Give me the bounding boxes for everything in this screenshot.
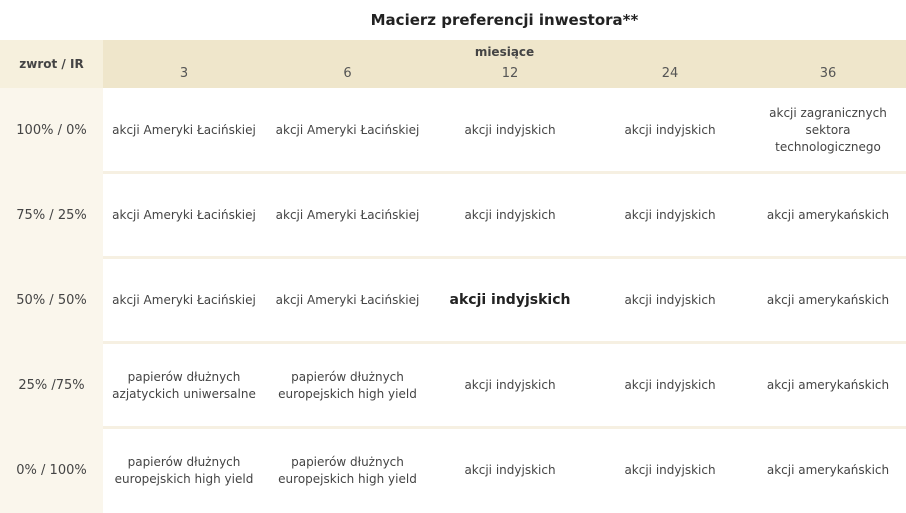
cell: papierów dłużnych europejskich high yield bbox=[103, 428, 265, 513]
cell-line: akcji indyjskich bbox=[464, 463, 556, 477]
cell-line: papierów dłużnych bbox=[291, 454, 404, 469]
cell-line: azjatyckich uniwersalne bbox=[112, 386, 256, 401]
cell: papierów dłużnych azjatyckich uniwersalne bbox=[103, 343, 265, 428]
cell: akcji amerykańskich bbox=[750, 343, 906, 428]
cell: akcji zagranicznych sektora technologiczne… bbox=[750, 88, 906, 173]
cell: akcji indyjskich bbox=[590, 258, 750, 343]
row-label: 50% / 50% bbox=[0, 258, 103, 343]
cell-line: papierów dłużnych bbox=[127, 369, 241, 384]
cell: akcji indyjskich bbox=[590, 428, 750, 513]
cell: akcji Ameryki Łacińskiej bbox=[265, 173, 430, 258]
cell-line: europejskich high yield bbox=[114, 471, 254, 486]
cell: akcji Ameryki Łacińskiej bbox=[265, 258, 430, 343]
cell-line: akcji indyjskich bbox=[464, 123, 556, 137]
cell: akcji Ameryki Łacińskiej bbox=[103, 173, 265, 258]
cell-line: technologicznego bbox=[775, 140, 881, 154]
cell-line: akcji indyjskich bbox=[464, 208, 556, 222]
title: Macierz preferencji inwestora** bbox=[370, 11, 639, 29]
cell-line: akcji Ameryki Łacińskiej bbox=[275, 123, 420, 137]
cell-line: akcji indyjskich bbox=[624, 208, 716, 222]
corner-header: zwrot / IR bbox=[0, 40, 103, 88]
cell: akcji indyjskich bbox=[430, 173, 590, 258]
column-header: 3 bbox=[179, 65, 189, 81]
column-header: 12 bbox=[501, 65, 519, 81]
row-separator bbox=[103, 256, 906, 259]
cell: akcji Ameryki Łacińskiej bbox=[103, 88, 265, 173]
cell: akcji indyjskich bbox=[430, 88, 590, 173]
row-label: 100% / 0% bbox=[0, 88, 103, 173]
cell: akcji indyjskich bbox=[590, 88, 750, 173]
cell: akcji amerykańskich bbox=[750, 173, 906, 258]
cell: akcji indyjskich bbox=[430, 258, 590, 343]
cell-line: akcji Ameryki Łacińskiej bbox=[275, 293, 420, 307]
cell-line: akcji Ameryki Łacińskiej bbox=[112, 123, 256, 137]
cell-line: akcji zagranicznych bbox=[769, 106, 887, 120]
cell-line: akcji indyjskich bbox=[624, 463, 716, 477]
cell-line: akcji indyjskich bbox=[624, 293, 716, 307]
cell: akcji indyjskich bbox=[590, 173, 750, 258]
cell: akcji indyjskich bbox=[430, 428, 590, 513]
cell-line: papierów dłużnych bbox=[127, 454, 241, 469]
column-header: 24 bbox=[661, 65, 679, 81]
cell: papierów dłużnych europejskich high yield bbox=[265, 428, 430, 513]
cell: papierów dłużnych europejskich high yield bbox=[265, 343, 430, 428]
cell-line: europejskich high yield bbox=[278, 471, 417, 486]
cell-line: akcji indyjskich bbox=[449, 292, 571, 308]
cell: akcji indyjskich bbox=[430, 343, 590, 428]
cell: akcji amerykańskich bbox=[750, 258, 906, 343]
cell-line: akcji amerykańskich bbox=[766, 463, 890, 477]
column-header: 36 bbox=[819, 65, 837, 81]
cell-line: akcji indyjskich bbox=[464, 378, 556, 392]
cell-line: akcji amerykańskich bbox=[766, 378, 890, 392]
cell-line: akcji indyjskich bbox=[624, 378, 716, 392]
cell: akcji Ameryki Łacińskiej bbox=[265, 88, 430, 173]
row-separator bbox=[103, 426, 906, 429]
cell: akcji Ameryki Łacińskiej bbox=[103, 258, 265, 343]
row-label: 75% / 25% bbox=[0, 173, 103, 258]
row-separator bbox=[103, 171, 906, 174]
cell-line: akcji indyjskich bbox=[624, 123, 716, 137]
column-header: 6 bbox=[343, 65, 352, 81]
cell-line: akcji Ameryki Łacińskiej bbox=[275, 208, 420, 222]
row-label: 0% / 100% bbox=[0, 428, 103, 513]
cell: akcji amerykańskich bbox=[750, 428, 906, 513]
cell-line: akcji Ameryki Łacińskiej bbox=[112, 208, 256, 222]
cell-line: akcji amerykańskich bbox=[766, 208, 890, 222]
header-band bbox=[103, 40, 906, 88]
cell-line: papierów dłużnych bbox=[291, 369, 404, 384]
cell-line: sektora bbox=[805, 123, 851, 137]
cell-line: akcji Ameryki Łacińskiej bbox=[112, 293, 256, 307]
cell-line: europejskich high yield bbox=[278, 386, 417, 401]
row-separator bbox=[103, 341, 906, 344]
group-header: miesiące bbox=[474, 45, 535, 59]
row-label: 25% /75% bbox=[0, 343, 103, 428]
cell: akcji indyjskich bbox=[590, 343, 750, 428]
cell-line: akcji amerykańskich bbox=[766, 293, 890, 307]
